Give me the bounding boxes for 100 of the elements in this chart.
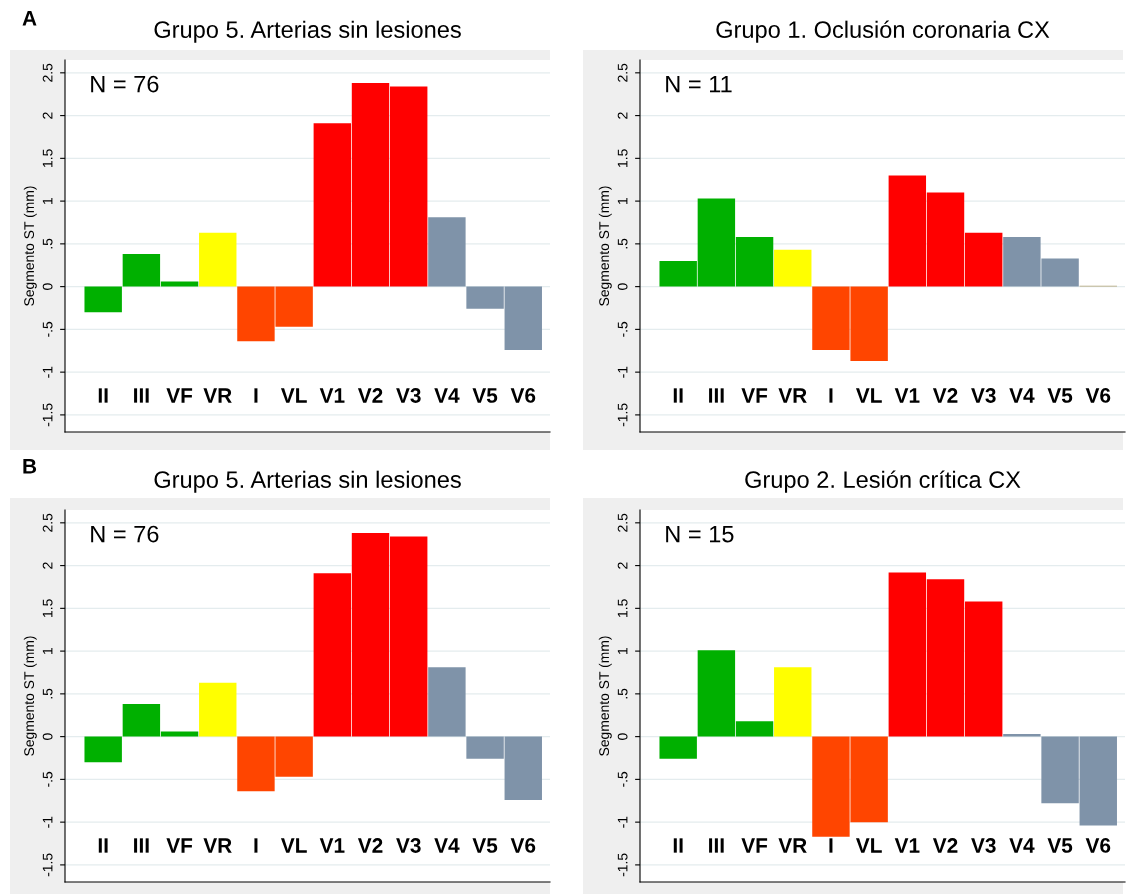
y-tick-label: -.5 — [617, 771, 628, 787]
y-tick-label: -1.5 — [617, 403, 628, 427]
x-tick-label: V4 — [1009, 838, 1035, 853]
y-tick-label: 1 — [617, 197, 628, 204]
bar — [428, 217, 466, 287]
x-tick-label: V6 — [510, 838, 536, 853]
x-tick-label: V1 — [319, 838, 345, 853]
x-tick-label: V3 — [396, 388, 421, 403]
x-tick-label: V1 — [894, 388, 920, 403]
x-tick-label: V5 — [472, 838, 498, 853]
bar — [199, 682, 237, 737]
text: A — [22, 11, 37, 26]
annotation: N = 76 — [91, 75, 159, 93]
chart-title: Grupo 2. Lesión crítica CX — [745, 470, 1021, 493]
x-tick-label: VF — [741, 838, 768, 853]
x-tick-label: I — [254, 388, 258, 403]
y-tick-label: 2.5 — [42, 513, 53, 532]
bar — [84, 286, 122, 313]
x-tick-label: V1 — [894, 838, 920, 853]
x-tick-label: VR — [203, 838, 232, 853]
y-axis-title: Segmento ST (mm) — [23, 186, 37, 306]
x-tick-label: VL — [855, 838, 882, 853]
x-tick-label: V5 — [472, 388, 498, 403]
y-tick-label: 1.5 — [42, 599, 53, 617]
y-tick-label: 1 — [617, 647, 628, 654]
bar — [774, 667, 812, 737]
x-tick-label: VL — [280, 388, 307, 403]
bar — [428, 667, 466, 737]
x-tick-label: V3 — [971, 388, 996, 403]
x-tick-label: V4 — [1009, 388, 1035, 403]
bar — [84, 736, 122, 763]
y-tick-label: .5 — [42, 238, 53, 249]
y-tick-label: .5 — [42, 688, 53, 699]
y-tick-label: -1 — [617, 816, 628, 828]
y-axis-title: Segmento ST (mm) — [598, 636, 612, 756]
x-tick-label: V2 — [357, 838, 383, 853]
x-tick-label: VR — [778, 838, 807, 853]
x-tick-label: III — [134, 388, 149, 403]
x-tick-label: II — [673, 388, 683, 403]
x-tick-label: V3 — [396, 838, 421, 853]
x-tick-label: V6 — [1085, 838, 1111, 853]
x-tick-label: V6 — [510, 388, 536, 403]
y-tick-label: 1.5 — [617, 599, 628, 617]
y-tick-label: 2 — [42, 562, 53, 569]
x-tick-label: I — [254, 838, 258, 853]
x-tick-label: V6 — [1085, 388, 1111, 403]
y-tick-label: .5 — [617, 688, 628, 699]
y-tick-label: 0 — [42, 733, 53, 740]
x-tick-label: V1 — [319, 388, 345, 403]
x-tick-label: I — [829, 838, 833, 853]
x-tick-label: V5 — [1047, 388, 1073, 403]
y-tick-label: 0 — [617, 283, 628, 290]
chart-title: Grupo 5. Arterias sin lesiones — [154, 20, 461, 43]
x-tick-label: VR — [203, 388, 232, 403]
y-tick-label: 2 — [42, 112, 53, 119]
chart-title: Grupo 5. Arterias sin lesiones — [154, 470, 461, 493]
x-tick-label: V2 — [357, 388, 383, 403]
bar — [659, 736, 697, 759]
x-tick-label: I — [829, 388, 833, 403]
y-tick-label: 2 — [617, 562, 628, 569]
text: B — [23, 459, 37, 474]
x-tick-label: VF — [166, 388, 193, 403]
x-tick-label: VL — [280, 838, 307, 853]
y-tick-label: .5 — [617, 238, 628, 249]
bar — [774, 249, 812, 287]
y-tick-label: 1.5 — [42, 149, 53, 167]
y-tick-label: -1 — [42, 816, 53, 828]
x-tick-label: V4 — [434, 838, 460, 853]
annotation: N = 15 — [666, 525, 734, 543]
x-tick-label: III — [134, 838, 149, 853]
x-tick-label: VL — [855, 388, 882, 403]
y-tick-label: 0 — [42, 283, 53, 290]
y-tick-label: -.5 — [42, 771, 53, 787]
x-tick-label: V2 — [932, 388, 958, 403]
x-tick-label: V2 — [932, 838, 958, 853]
y-tick-label: 2.5 — [617, 63, 628, 82]
x-tick-label: II — [98, 388, 108, 403]
y-tick-label: 1 — [42, 647, 53, 654]
y-tick-label: 2 — [617, 112, 628, 119]
y-tick-label: -.5 — [617, 321, 628, 337]
y-tick-label: -1 — [42, 366, 53, 378]
y-tick-label: 2.5 — [42, 63, 53, 82]
y-tick-label: -.5 — [42, 321, 53, 337]
x-tick-label: II — [98, 838, 108, 853]
y-axis-title: Segmento ST (mm) — [23, 636, 37, 756]
y-tick-label: 1.5 — [617, 149, 628, 167]
x-tick-label: VF — [166, 838, 193, 853]
x-tick-label: V5 — [1047, 838, 1073, 853]
bar — [199, 232, 237, 287]
y-tick-label: -1.5 — [42, 853, 53, 877]
y-axis-title: Segmento ST (mm) — [598, 186, 612, 306]
x-tick-label: III — [709, 388, 724, 403]
x-tick-label: V4 — [434, 388, 460, 403]
chart-title: Grupo 1. Oclusión coronaria CX — [716, 20, 1050, 43]
y-tick-label: 2.5 — [617, 513, 628, 532]
x-tick-label: VR — [778, 388, 807, 403]
x-tick-label: V3 — [971, 838, 996, 853]
x-tick-label: II — [673, 838, 683, 853]
y-tick-label: -1 — [617, 366, 628, 378]
annotation: N = 76 — [91, 525, 159, 543]
